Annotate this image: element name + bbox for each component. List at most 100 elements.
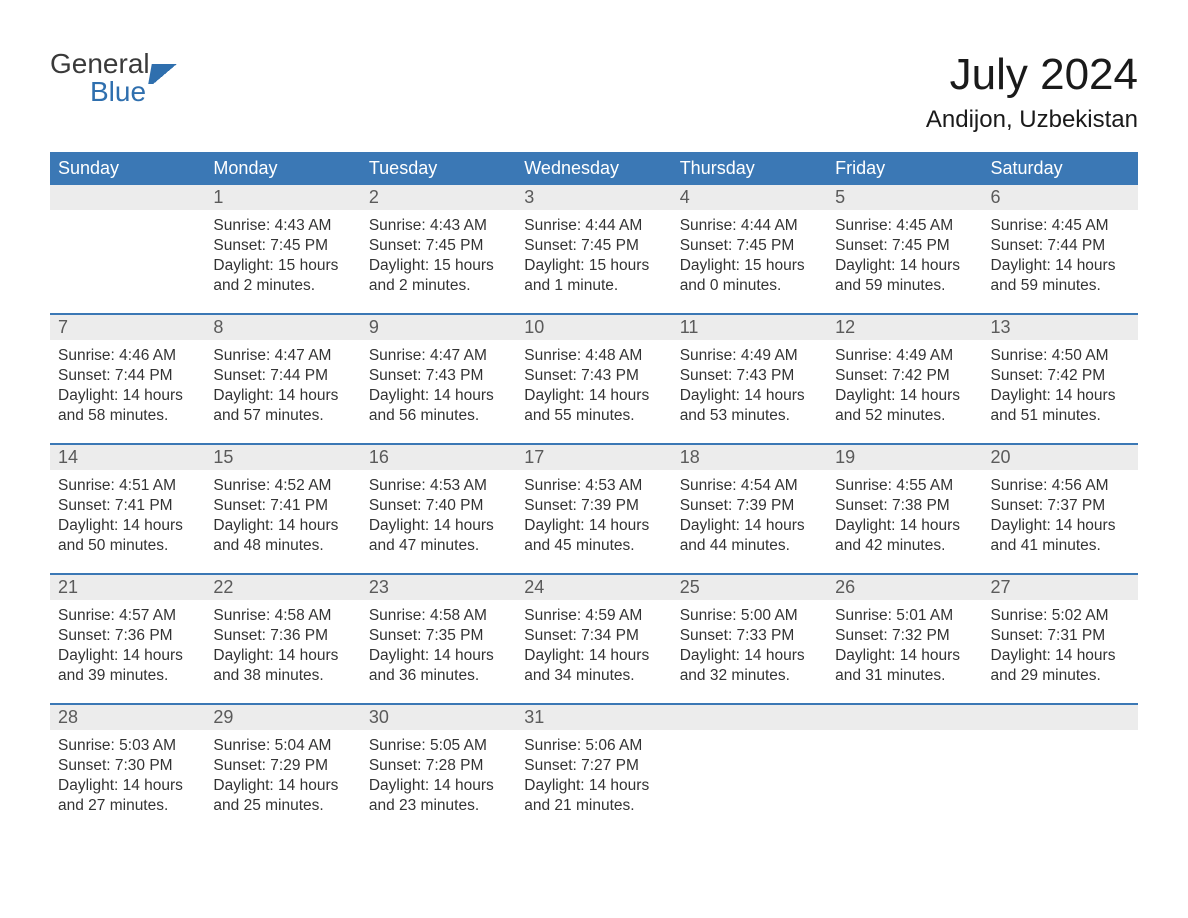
day-number: 29 bbox=[205, 705, 360, 730]
calendar-cell: 5Sunrise: 4:45 AMSunset: 7:45 PMDaylight… bbox=[827, 185, 982, 313]
day-number bbox=[50, 185, 205, 210]
calendar-cell: 27Sunrise: 5:02 AMSunset: 7:31 PMDayligh… bbox=[983, 575, 1138, 703]
calendar-cell: 2Sunrise: 4:43 AMSunset: 7:45 PMDaylight… bbox=[361, 185, 516, 313]
calendar-cell bbox=[983, 705, 1138, 833]
daylight-line: Daylight: 14 hours and 39 minutes. bbox=[58, 646, 197, 686]
daylight-line: Daylight: 14 hours and 36 minutes. bbox=[369, 646, 508, 686]
sunset-line: Sunset: 7:36 PM bbox=[213, 626, 352, 646]
daylight-line: Daylight: 14 hours and 59 minutes. bbox=[991, 256, 1130, 296]
daylight-line: Daylight: 14 hours and 50 minutes. bbox=[58, 516, 197, 556]
calendar-week-row: 7Sunrise: 4:46 AMSunset: 7:44 PMDaylight… bbox=[50, 315, 1138, 443]
calendar-cell: 3Sunrise: 4:44 AMSunset: 7:45 PMDaylight… bbox=[516, 185, 671, 313]
calendar-cell: 28Sunrise: 5:03 AMSunset: 7:30 PMDayligh… bbox=[50, 705, 205, 833]
day-body: Sunrise: 5:00 AMSunset: 7:33 PMDaylight:… bbox=[672, 600, 827, 697]
sunrise-line: Sunrise: 4:49 AM bbox=[680, 346, 819, 366]
sunset-line: Sunset: 7:42 PM bbox=[835, 366, 974, 386]
sunrise-line: Sunrise: 4:53 AM bbox=[524, 476, 663, 496]
calendar-cell: 12Sunrise: 4:49 AMSunset: 7:42 PMDayligh… bbox=[827, 315, 982, 443]
sunrise-line: Sunrise: 5:00 AM bbox=[680, 606, 819, 626]
day-number: 30 bbox=[361, 705, 516, 730]
sunrise-line: Sunrise: 4:51 AM bbox=[58, 476, 197, 496]
daylight-line: Daylight: 14 hours and 32 minutes. bbox=[680, 646, 819, 686]
day-number: 10 bbox=[516, 315, 671, 340]
day-number bbox=[672, 705, 827, 730]
calendar-cell: 29Sunrise: 5:04 AMSunset: 7:29 PMDayligh… bbox=[205, 705, 360, 833]
sunset-line: Sunset: 7:33 PM bbox=[680, 626, 819, 646]
sunset-line: Sunset: 7:45 PM bbox=[369, 236, 508, 256]
calendar-table: Sunday Monday Tuesday Wednesday Thursday… bbox=[50, 152, 1138, 833]
calendar-cell: 11Sunrise: 4:49 AMSunset: 7:43 PMDayligh… bbox=[672, 315, 827, 443]
day-body: Sunrise: 4:57 AMSunset: 7:36 PMDaylight:… bbox=[50, 600, 205, 697]
sunset-line: Sunset: 7:40 PM bbox=[369, 496, 508, 516]
day-body: Sunrise: 4:55 AMSunset: 7:38 PMDaylight:… bbox=[827, 470, 982, 567]
day-number: 1 bbox=[205, 185, 360, 210]
weekday-sunday: Sunday bbox=[50, 152, 205, 185]
day-number: 5 bbox=[827, 185, 982, 210]
day-body bbox=[672, 730, 827, 746]
calendar-cell: 6Sunrise: 4:45 AMSunset: 7:44 PMDaylight… bbox=[983, 185, 1138, 313]
sunrise-line: Sunrise: 4:47 AM bbox=[213, 346, 352, 366]
daylight-line: Daylight: 14 hours and 41 minutes. bbox=[991, 516, 1130, 556]
calendar-cell: 20Sunrise: 4:56 AMSunset: 7:37 PMDayligh… bbox=[983, 445, 1138, 573]
weekday-wednesday: Wednesday bbox=[516, 152, 671, 185]
day-body: Sunrise: 4:46 AMSunset: 7:44 PMDaylight:… bbox=[50, 340, 205, 437]
sunset-line: Sunset: 7:32 PM bbox=[835, 626, 974, 646]
daylight-line: Daylight: 14 hours and 29 minutes. bbox=[991, 646, 1130, 686]
day-body: Sunrise: 4:58 AMSunset: 7:36 PMDaylight:… bbox=[205, 600, 360, 697]
day-number: 6 bbox=[983, 185, 1138, 210]
daylight-line: Daylight: 14 hours and 21 minutes. bbox=[524, 776, 663, 816]
day-body bbox=[983, 730, 1138, 746]
calendar-cell: 18Sunrise: 4:54 AMSunset: 7:39 PMDayligh… bbox=[672, 445, 827, 573]
logo-text: General Blue bbox=[50, 50, 150, 106]
sunrise-line: Sunrise: 4:59 AM bbox=[524, 606, 663, 626]
sunset-line: Sunset: 7:45 PM bbox=[213, 236, 352, 256]
sunrise-line: Sunrise: 4:53 AM bbox=[369, 476, 508, 496]
day-number: 14 bbox=[50, 445, 205, 470]
sunset-line: Sunset: 7:42 PM bbox=[991, 366, 1130, 386]
day-body: Sunrise: 4:49 AMSunset: 7:43 PMDaylight:… bbox=[672, 340, 827, 437]
calendar-cell: 26Sunrise: 5:01 AMSunset: 7:32 PMDayligh… bbox=[827, 575, 982, 703]
day-number: 23 bbox=[361, 575, 516, 600]
logo-word-general: General bbox=[50, 50, 150, 78]
sunrise-line: Sunrise: 4:45 AM bbox=[835, 216, 974, 236]
day-number: 4 bbox=[672, 185, 827, 210]
daylight-line: Daylight: 14 hours and 51 minutes. bbox=[991, 386, 1130, 426]
day-body: Sunrise: 4:50 AMSunset: 7:42 PMDaylight:… bbox=[983, 340, 1138, 437]
day-body: Sunrise: 5:04 AMSunset: 7:29 PMDaylight:… bbox=[205, 730, 360, 827]
calendar-cell: 17Sunrise: 4:53 AMSunset: 7:39 PMDayligh… bbox=[516, 445, 671, 573]
day-body: Sunrise: 4:58 AMSunset: 7:35 PMDaylight:… bbox=[361, 600, 516, 697]
daylight-line: Daylight: 14 hours and 48 minutes. bbox=[213, 516, 352, 556]
day-number: 12 bbox=[827, 315, 982, 340]
day-body bbox=[827, 730, 982, 746]
weekday-tuesday: Tuesday bbox=[361, 152, 516, 185]
daylight-line: Daylight: 14 hours and 47 minutes. bbox=[369, 516, 508, 556]
sunset-line: Sunset: 7:39 PM bbox=[680, 496, 819, 516]
day-body: Sunrise: 4:56 AMSunset: 7:37 PMDaylight:… bbox=[983, 470, 1138, 567]
daylight-line: Daylight: 14 hours and 31 minutes. bbox=[835, 646, 974, 686]
day-body: Sunrise: 4:53 AMSunset: 7:40 PMDaylight:… bbox=[361, 470, 516, 567]
daylight-line: Daylight: 14 hours and 44 minutes. bbox=[680, 516, 819, 556]
calendar-week-row: 21Sunrise: 4:57 AMSunset: 7:36 PMDayligh… bbox=[50, 575, 1138, 703]
day-number: 21 bbox=[50, 575, 205, 600]
day-number: 20 bbox=[983, 445, 1138, 470]
sunrise-line: Sunrise: 4:43 AM bbox=[213, 216, 352, 236]
calendar-cell: 13Sunrise: 4:50 AMSunset: 7:42 PMDayligh… bbox=[983, 315, 1138, 443]
day-number: 11 bbox=[672, 315, 827, 340]
sunrise-line: Sunrise: 4:56 AM bbox=[991, 476, 1130, 496]
weekday-header-row: Sunday Monday Tuesday Wednesday Thursday… bbox=[50, 152, 1138, 185]
location-label: Andijon, Uzbekistan bbox=[926, 106, 1138, 134]
day-body: Sunrise: 5:06 AMSunset: 7:27 PMDaylight:… bbox=[516, 730, 671, 827]
weekday-thursday: Thursday bbox=[672, 152, 827, 185]
calendar-week-row: 1Sunrise: 4:43 AMSunset: 7:45 PMDaylight… bbox=[50, 185, 1138, 313]
sunrise-line: Sunrise: 4:52 AM bbox=[213, 476, 352, 496]
sunset-line: Sunset: 7:41 PM bbox=[58, 496, 197, 516]
sunset-line: Sunset: 7:43 PM bbox=[369, 366, 508, 386]
sunrise-line: Sunrise: 4:46 AM bbox=[58, 346, 197, 366]
weekday-friday: Friday bbox=[827, 152, 982, 185]
sunrise-line: Sunrise: 5:05 AM bbox=[369, 736, 508, 756]
sunrise-line: Sunrise: 4:45 AM bbox=[991, 216, 1130, 236]
sunrise-line: Sunrise: 4:43 AM bbox=[369, 216, 508, 236]
day-number: 22 bbox=[205, 575, 360, 600]
sunset-line: Sunset: 7:29 PM bbox=[213, 756, 352, 776]
sunrise-line: Sunrise: 4:54 AM bbox=[680, 476, 819, 496]
